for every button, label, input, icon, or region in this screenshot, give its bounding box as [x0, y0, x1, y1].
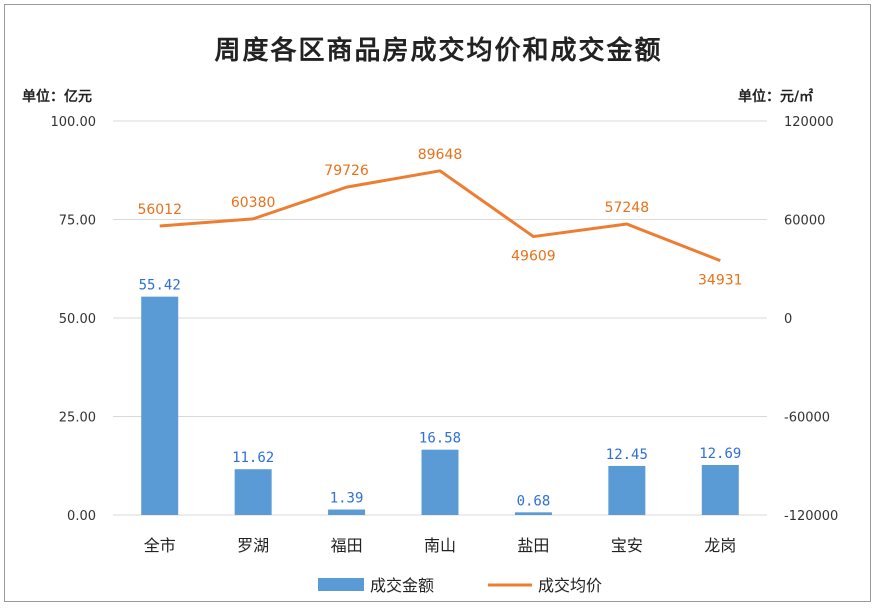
- category-label: 盐田: [517, 536, 549, 555]
- bar: [141, 296, 179, 515]
- right-axis-tick-label: 60000: [784, 214, 825, 229]
- bar-data-label: 1.39: [330, 491, 364, 507]
- line-data-label: 89648: [418, 147, 463, 163]
- line-data-label: 56012: [137, 202, 182, 218]
- right-axis-unit: 单位：元/㎡: [738, 89, 814, 105]
- left-axis-tick-label: 75.00: [59, 214, 96, 229]
- bar: [328, 509, 366, 515]
- category-label: 龙岗: [704, 536, 736, 555]
- line-data-label: 57248: [605, 200, 650, 216]
- line-series: [159, 169, 721, 263]
- category-label: 罗湖: [237, 536, 269, 555]
- left-axis-tick-label: 100.00: [51, 115, 97, 130]
- right-axis-tick-label: 0: [784, 312, 792, 327]
- line-data-label: 79726: [324, 163, 369, 179]
- right-axis-tick-label: 120000: [784, 115, 834, 130]
- chart-title: 周度各区商品房成交均价和成交金额: [214, 36, 663, 66]
- left-axis-tick-label: 25.00: [59, 411, 96, 426]
- bar: [701, 465, 739, 515]
- left-axis-unit: 单位：亿元: [22, 89, 92, 105]
- bar-data-label: 12.69: [699, 446, 741, 462]
- right-axis-tick-label: -120000: [784, 509, 838, 524]
- bar-data-label: 0.68: [517, 493, 551, 509]
- line-data-label: 49609: [511, 249, 556, 265]
- legend-label: 成交金额: [370, 576, 434, 595]
- left-axis-tick-label: 50.00: [59, 312, 96, 327]
- category-label: 全市: [144, 536, 176, 555]
- bar: [234, 469, 272, 515]
- line-data-label: 60380: [231, 195, 276, 211]
- category-label: 宝安: [611, 536, 643, 555]
- bar-data-label: 16.58: [419, 431, 461, 447]
- legend-label: 成交均价: [538, 576, 602, 595]
- bar: [608, 465, 646, 515]
- legend-bar-swatch: [318, 578, 364, 591]
- category-label: 福田: [331, 536, 363, 555]
- right-axis-tick-label: -60000: [784, 411, 830, 426]
- left-axis-tick-label: 0.00: [67, 509, 96, 524]
- line-data-label: 34931: [698, 273, 743, 289]
- bar-data-label: 12.45: [606, 447, 648, 463]
- bar-data-label: 11.62: [232, 450, 274, 466]
- category-label: 南山: [424, 536, 456, 555]
- bar: [514, 512, 552, 515]
- bar: [421, 449, 459, 515]
- bar-data-label: 55.42: [139, 278, 181, 294]
